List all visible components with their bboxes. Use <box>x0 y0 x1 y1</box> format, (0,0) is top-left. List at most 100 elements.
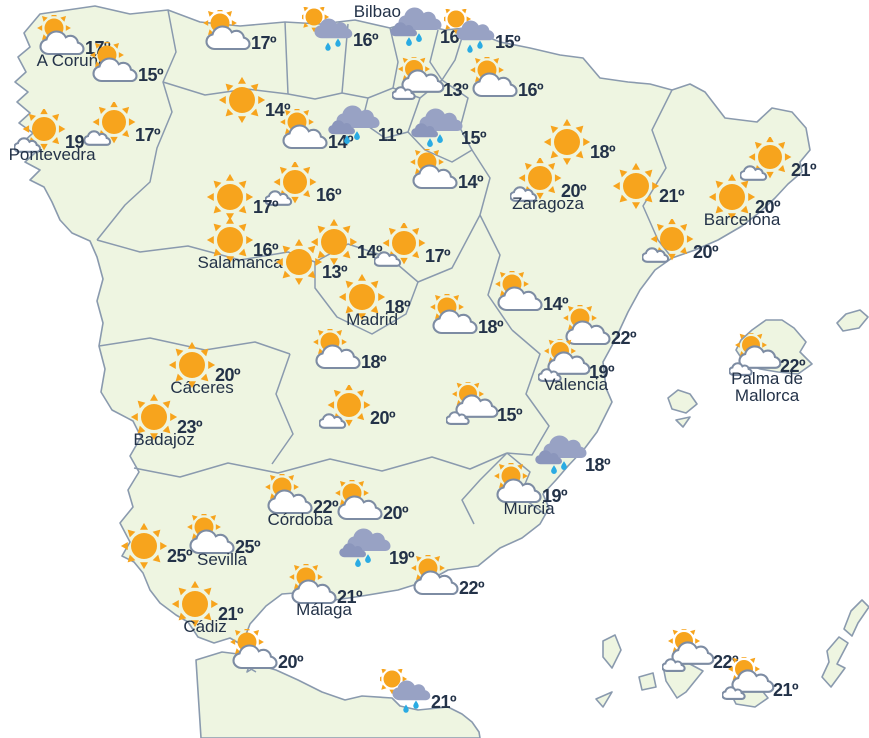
temperature-label: 21º <box>773 680 799 700</box>
temperature-label: 25º <box>235 537 261 557</box>
weather-point: 25º <box>116 522 193 570</box>
sun-icon <box>164 341 220 389</box>
temperature-label: 20º <box>561 181 587 201</box>
sun-icon <box>539 118 595 166</box>
temperature-label: 25º <box>167 546 193 566</box>
temperature-label: 16º <box>353 30 379 50</box>
weather-point: 15º <box>445 378 523 428</box>
city-label: Zaragoza <box>512 194 584 213</box>
weather-point: 14º <box>407 145 484 195</box>
sun-with-small-cloud-icon <box>373 221 430 269</box>
temperature-label: 20º <box>693 242 719 262</box>
weather-point: 16º <box>467 53 544 103</box>
weather-point: 15º <box>87 38 164 88</box>
city-label: Murcia <box>503 499 555 518</box>
sun-behind-cloud-icon <box>491 459 547 509</box>
sun-with-small-cloud-icon <box>13 107 70 155</box>
temperature-label: 22º <box>313 497 339 517</box>
rain-cloud-icon <box>534 432 590 478</box>
weather-point: 21º <box>739 135 817 183</box>
rain-cloud-icon <box>327 102 383 148</box>
sun-behind-clouds-icon <box>537 335 594 385</box>
temperature-label: 21º <box>337 587 363 607</box>
sun-behind-cloud-icon <box>227 625 283 675</box>
weather-point: 21º <box>608 162 685 210</box>
sun-icon <box>167 580 223 628</box>
sun-with-small-cloud-icon <box>264 160 321 208</box>
temperature-label: 19º <box>389 548 415 568</box>
temperature-label: 13º <box>322 262 348 282</box>
weather-point: 20º <box>227 625 304 675</box>
weather-point: 23º Badajoz <box>126 393 203 448</box>
temperature-label: 14º <box>458 172 484 192</box>
weather-point: 16º Bilbao <box>354 3 466 50</box>
sun-behind-cloud-icon <box>200 6 256 56</box>
temperature-label: 14º <box>543 294 569 314</box>
sun-behind-cloud-icon <box>467 53 523 103</box>
city-label: Palma de Mallorca <box>731 369 803 405</box>
temperature-label: 19º <box>589 362 615 382</box>
sun-with-small-cloud-icon <box>739 135 796 183</box>
sun-icon <box>202 216 258 264</box>
city-label: Salamanca <box>197 253 283 272</box>
sun-with-small-cloud-icon <box>509 156 566 204</box>
sun-behind-cloud-icon <box>277 105 333 155</box>
temperature-label: 16º <box>316 185 342 205</box>
weather-point: 21º Málaga <box>286 560 363 618</box>
temperature-label: 17º <box>425 246 451 266</box>
weather-point: 20º Zaragoza <box>509 156 587 212</box>
rain-cloud-icon <box>410 105 466 151</box>
temperature-label: 16º <box>518 80 544 100</box>
temperature-label: 19º <box>542 486 568 506</box>
temperature-label: 22º <box>780 356 806 376</box>
sun-behind-cloud-icon <box>87 38 143 88</box>
sun-behind-cloud-icon <box>492 267 548 317</box>
weather-point: 20º Cáceres <box>164 341 241 396</box>
temperature-label: 14º <box>265 100 291 120</box>
sun-behind-cloud-icon <box>407 145 463 195</box>
temperature-label: 20º <box>383 503 409 523</box>
weather-point: 11º <box>327 102 403 148</box>
weather-point: 17º <box>83 100 161 148</box>
sun-behind-clouds-icon <box>721 653 778 703</box>
weather-point: 22º <box>560 301 637 351</box>
weather-point: 22º <box>661 625 739 675</box>
temperature-label: 23º <box>177 417 203 437</box>
temperature-label: 21º <box>659 186 685 206</box>
temperature-label: 21º <box>791 160 817 180</box>
city-label: Bilbao <box>353 2 401 21</box>
temperature-label: 17º <box>253 197 279 217</box>
sun-behind-clouds-icon <box>445 378 502 428</box>
temperature-label: 17º <box>251 33 277 53</box>
temperature-label: 18º <box>585 455 611 475</box>
sun-with-small-cloud-icon <box>318 383 375 431</box>
weather-point: 22º Palma de Mallorca <box>728 329 806 404</box>
weather-point: 19º <box>338 525 415 571</box>
temperature-label: 18º <box>385 297 411 317</box>
temperature-label: 15º <box>497 405 523 425</box>
city-label: Cáceres <box>170 378 234 397</box>
temperature-label: 15º <box>461 128 487 148</box>
temperature-label: 20º <box>370 408 396 428</box>
weather-point: 13º <box>271 238 348 286</box>
sun-behind-cloud-icon <box>310 325 366 375</box>
weather-point: 22º <box>408 551 485 601</box>
sun-with-small-cloud-icon <box>83 100 140 148</box>
sun-behind-cloud-icon <box>286 560 342 610</box>
sun-behind-clouds-icon <box>661 625 718 675</box>
sun-behind-cloud-icon <box>408 551 464 601</box>
weather-point: 14º <box>492 267 569 317</box>
weather-point: 15º <box>440 3 521 55</box>
sun-behind-cloud-icon <box>34 11 90 61</box>
weather-point: 21º Cádiz <box>167 580 244 635</box>
sun-icon <box>704 173 760 221</box>
weather-point: 19º Pontevedra <box>9 107 96 163</box>
sun-behind-cloud-icon <box>262 470 318 520</box>
sun-with-rain-cloud-icon <box>298 1 358 53</box>
rain-cloud-icon <box>389 4 445 50</box>
weather-point: 18º <box>427 290 504 340</box>
weather-point: 18º <box>310 325 387 375</box>
sun-with-rain-cloud-icon <box>440 3 500 55</box>
city-label: Córdoba <box>267 510 333 529</box>
sun-icon <box>214 76 270 124</box>
